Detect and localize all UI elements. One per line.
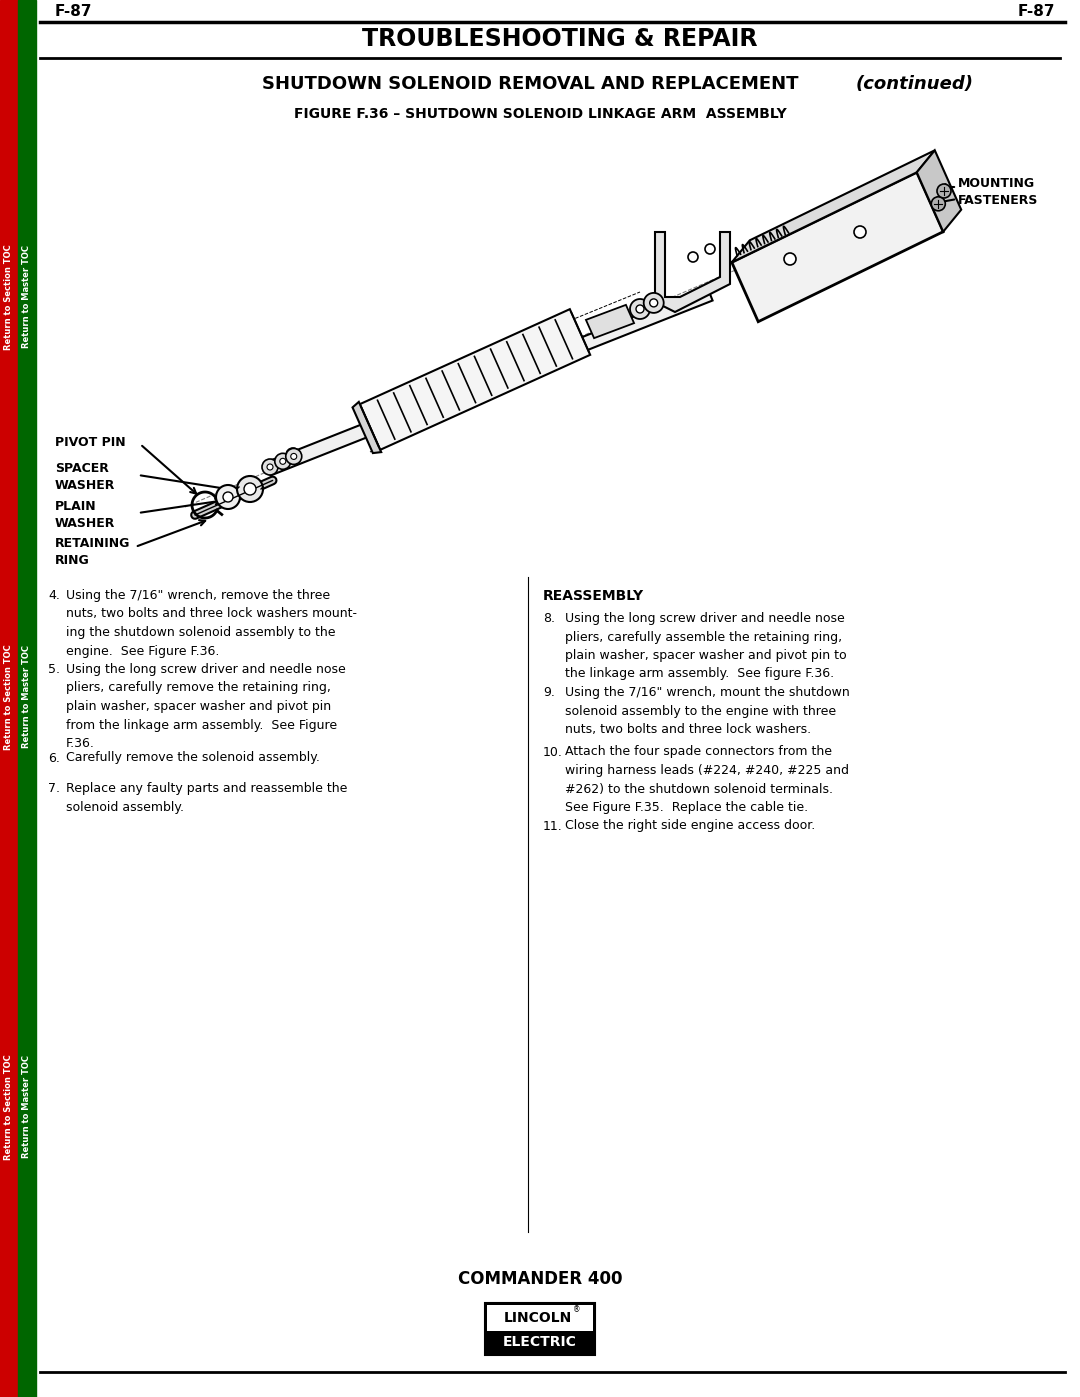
Text: 9.: 9.	[543, 686, 555, 698]
Text: ®: ®	[573, 1306, 581, 1315]
Circle shape	[636, 305, 644, 313]
Text: TROUBLESHOOTING & REPAIR: TROUBLESHOOTING & REPAIR	[362, 27, 758, 52]
Text: Return to Master TOC: Return to Master TOC	[23, 645, 31, 749]
Text: F-87: F-87	[1017, 4, 1055, 20]
Bar	[18, 0, 36, 1397]
Circle shape	[854, 226, 866, 237]
Polygon shape	[266, 288, 713, 475]
Text: 10.: 10.	[543, 746, 563, 759]
Text: SPACER
WASHER: SPACER WASHER	[55, 462, 116, 492]
Text: ELECTRIC: ELECTRIC	[503, 1336, 577, 1350]
Circle shape	[244, 483, 256, 495]
Circle shape	[688, 251, 698, 263]
Polygon shape	[732, 151, 935, 263]
Text: Using the 7/16" wrench, remove the three
nuts, two bolts and three lock washers : Using the 7/16" wrench, remove the three…	[66, 590, 357, 658]
Bar	[485, 1303, 595, 1355]
Text: Replace any faulty parts and reassemble the
solenoid assembly.: Replace any faulty parts and reassemble …	[66, 782, 348, 813]
Text: 11.: 11.	[543, 820, 563, 833]
Text: REASSEMBLY: REASSEMBLY	[543, 590, 644, 604]
Text: Using the long screw driver and needle nose
pliers, carefully remove the retaini: Using the long screw driver and needle n…	[66, 664, 346, 750]
Polygon shape	[732, 172, 943, 321]
Polygon shape	[360, 309, 590, 450]
Circle shape	[286, 448, 301, 464]
Polygon shape	[586, 305, 634, 338]
Bar	[487, 1305, 593, 1331]
Text: SHUTDOWN SOLENOID REMOVAL AND REPLACEMENT: SHUTDOWN SOLENOID REMOVAL AND REPLACEMEN…	[261, 75, 798, 94]
Circle shape	[644, 293, 664, 313]
Circle shape	[237, 476, 264, 502]
Circle shape	[262, 460, 278, 475]
Text: PLAIN
WASHER: PLAIN WASHER	[55, 500, 116, 529]
Circle shape	[267, 464, 273, 469]
Circle shape	[280, 458, 286, 464]
Text: LINCOLN: LINCOLN	[504, 1310, 572, 1324]
Text: 7.: 7.	[48, 782, 60, 795]
Circle shape	[705, 244, 715, 254]
Text: Return to Master TOC: Return to Master TOC	[23, 246, 31, 348]
Text: 4.: 4.	[48, 590, 59, 602]
Text: COMMANDER 400: COMMANDER 400	[458, 1270, 622, 1288]
Polygon shape	[352, 402, 381, 453]
Text: (continued): (continued)	[856, 75, 974, 94]
Text: Carefully remove the solenoid assembly.: Carefully remove the solenoid assembly.	[66, 752, 320, 764]
Text: MOUNTING
FASTENERS: MOUNTING FASTENERS	[958, 177, 1038, 207]
Circle shape	[216, 485, 240, 509]
Text: PIVOT PIN: PIVOT PIN	[55, 436, 125, 448]
Text: 6.: 6.	[48, 752, 59, 764]
Circle shape	[630, 299, 650, 319]
Circle shape	[650, 299, 658, 307]
Text: 8.: 8.	[543, 612, 555, 624]
Circle shape	[274, 453, 291, 469]
Circle shape	[222, 492, 233, 502]
Text: 5.: 5.	[48, 664, 60, 676]
Polygon shape	[654, 232, 730, 312]
Text: RETAINING
RING: RETAINING RING	[55, 536, 131, 567]
Text: Attach the four spade connectors from the
wiring harness leads (#224, #240, #225: Attach the four spade connectors from th…	[565, 746, 849, 814]
Text: Return to Section TOC: Return to Section TOC	[4, 644, 14, 750]
Text: Using the 7/16" wrench, mount the shutdown
solenoid assembly to the engine with : Using the 7/16" wrench, mount the shutdo…	[565, 686, 850, 736]
Text: Return to Master TOC: Return to Master TOC	[23, 1056, 31, 1158]
Polygon shape	[917, 151, 961, 232]
Text: Close the right side engine access door.: Close the right side engine access door.	[565, 820, 815, 833]
Text: Using the long screw driver and needle nose
pliers, carefully assemble the retai: Using the long screw driver and needle n…	[565, 612, 847, 680]
Circle shape	[291, 454, 297, 460]
Circle shape	[937, 184, 951, 198]
Text: FIGURE F.36 – SHUTDOWN SOLENOID LINKAGE ARM  ASSEMBLY: FIGURE F.36 – SHUTDOWN SOLENOID LINKAGE …	[294, 108, 786, 122]
Bar	[0, 0, 18, 1397]
Circle shape	[784, 253, 796, 265]
Text: Return to Section TOC: Return to Section TOC	[4, 244, 14, 349]
Circle shape	[286, 448, 300, 462]
Text: F-87: F-87	[55, 4, 93, 20]
Circle shape	[931, 197, 945, 211]
Text: Return to Section TOC: Return to Section TOC	[4, 1055, 14, 1160]
